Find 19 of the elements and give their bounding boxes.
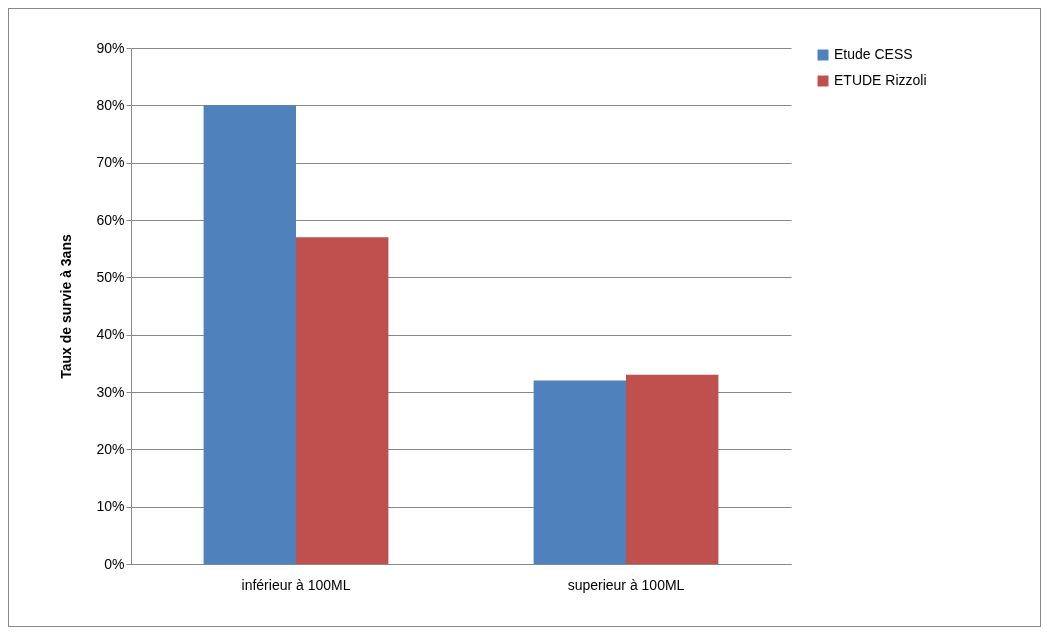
bar <box>533 380 626 564</box>
y-tick-label: 80% <box>96 96 125 113</box>
y-tick-label: 50% <box>96 268 125 285</box>
y-tick-label: 90% <box>96 39 125 56</box>
legend-label: Etude CESS <box>834 46 913 62</box>
x-tick-label: superieur à 100ML <box>567 576 685 593</box>
legend-label: ETUDE Rizzoli <box>834 72 927 88</box>
bar <box>626 374 719 564</box>
y-tick-label: 40% <box>96 326 125 343</box>
bar <box>296 237 389 564</box>
y-tick-label: 30% <box>96 383 125 400</box>
x-tick-label: inférieur à 100ML <box>241 576 351 593</box>
y-tick-label: 60% <box>96 211 125 228</box>
y-axis-title: Taux de survie à 3ans <box>58 234 75 379</box>
y-tick-label: 70% <box>96 154 125 171</box>
y-tick-label: 20% <box>96 440 125 457</box>
bar <box>203 105 296 564</box>
y-tick-label: 0% <box>104 555 125 572</box>
y-tick-label: 10% <box>96 498 125 515</box>
